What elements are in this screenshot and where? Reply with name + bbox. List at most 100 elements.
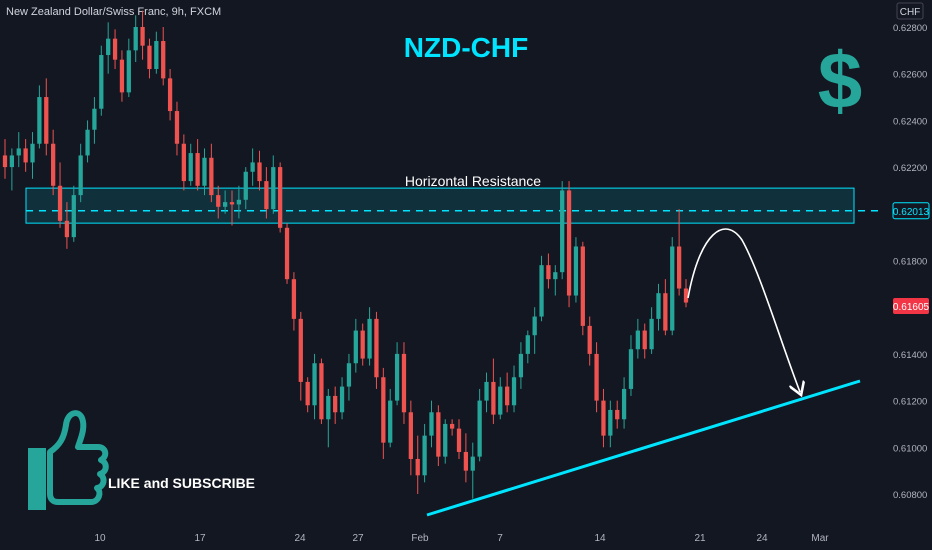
candle-body: [147, 45, 152, 70]
candle-body: [30, 143, 35, 163]
time-tick-label: 24: [294, 533, 306, 544]
candle-body: [594, 353, 599, 401]
currency-box: [896, 2, 924, 20]
price-tick-label: 0.62800: [893, 23, 927, 34]
candle-body: [181, 143, 186, 182]
candle-body: [511, 377, 517, 406]
candle-body: [388, 400, 393, 443]
price-tick-label: 0.61800: [893, 257, 927, 268]
resistance-price-tag: 0.62013: [892, 202, 930, 220]
candle-body: [477, 400, 482, 457]
candle-body: [374, 318, 379, 378]
candle-body: [222, 202, 228, 207]
candle-body: [312, 363, 317, 406]
candle-body: [642, 330, 647, 350]
candle-body: [587, 325, 592, 354]
support-trendline: [426, 379, 861, 517]
candle-body: [23, 148, 28, 163]
candle-body: [333, 395, 338, 413]
time-tick-label: 21: [694, 533, 706, 544]
candle-body: [188, 153, 193, 182]
candle-body: [64, 220, 70, 238]
candle-body: [449, 423, 455, 429]
candle-body: [649, 318, 654, 350]
time-tick-label: 10: [94, 533, 106, 544]
candle-body: [615, 409, 620, 420]
time-tick-label: 14: [594, 533, 606, 544]
candle-body: [429, 412, 434, 436]
candle-body: [44, 97, 49, 144]
candle-body: [174, 111, 180, 144]
candle-body: [525, 335, 530, 354]
candle-body: [161, 41, 166, 79]
candle-body: [195, 153, 200, 186]
candle-body: [670, 246, 675, 331]
candle-body: [656, 293, 661, 319]
current-price-label: 0.61605: [893, 302, 930, 313]
candle-body: [236, 199, 242, 205]
candle-body: [305, 381, 310, 406]
candle-body: [92, 108, 97, 130]
candle-body: [119, 59, 125, 93]
candle-body: [106, 38, 111, 56]
candle-body: [71, 195, 76, 238]
candle-body: [394, 353, 400, 401]
candle-body: [422, 435, 427, 476]
candle-body: [505, 386, 510, 406]
time-tick-label: Mar: [811, 533, 829, 544]
thumbs-up-icon: [28, 410, 109, 510]
currency-label: CHF: [900, 7, 921, 18]
candle-body: [243, 171, 248, 200]
candle-body: [560, 190, 565, 273]
candle-body: [154, 41, 159, 70]
resistance-price-label: 0.62013: [893, 207, 930, 218]
candle-body: [298, 318, 303, 382]
candle-body: [9, 155, 15, 168]
candle-body: [608, 409, 613, 436]
candle-body: [683, 288, 689, 303]
candle-body: [498, 386, 503, 415]
resistance-label: Horizontal Resistance: [405, 173, 541, 189]
candle-body: [37, 97, 42, 144]
time-tick-label: 17: [194, 533, 206, 544]
candle-body: [456, 428, 462, 452]
price-tick-label: 0.61400: [893, 350, 927, 361]
candle-body: [553, 272, 558, 280]
candle-body: [216, 195, 221, 207]
candle-body: [140, 27, 145, 46]
time-tick-label: 27: [352, 533, 364, 544]
candle-body: [2, 155, 8, 168]
candle-body: [271, 167, 276, 210]
projection-arrow: [687, 228, 800, 392]
candle-body: [78, 155, 83, 196]
candle-body: [319, 363, 324, 420]
candle-body: [133, 27, 138, 51]
candle-body: [51, 143, 56, 186]
time-axis: 10 17 24 27 Feb 7 14 21 24 Mar: [94, 533, 829, 544]
candle-body: [257, 162, 262, 182]
candle-body: [566, 190, 572, 296]
symbol-title: New Zealand Dollar/Swiss Franc, 9h, FXCM: [6, 6, 221, 18]
candle-body: [126, 50, 131, 93]
price-axis: 0.628000.626000.624000.622000.620000.618…: [893, 23, 927, 501]
candle-body: [367, 318, 372, 359]
cta-label: LIKE and SUBSCRIBE: [108, 475, 255, 491]
candle-body: [353, 330, 358, 364]
price-tick-label: 0.62200: [893, 163, 927, 174]
candle-body: [408, 412, 413, 459]
candlestick-series: [2, 10, 689, 499]
candle-body: [621, 388, 627, 420]
time-tick-label: Feb: [411, 533, 429, 544]
candle-body: [339, 386, 345, 413]
candle-body: [57, 185, 63, 221]
price-tick-label: 0.61000: [893, 443, 927, 454]
candle-body: [415, 458, 420, 476]
candle-body: [628, 349, 634, 389]
candle-body: [676, 246, 682, 289]
candle-body: [250, 162, 255, 172]
candle-body: [167, 78, 173, 112]
chart-title: NZD-CHF: [404, 32, 528, 63]
candle-body: [99, 55, 104, 109]
price-tick-label: 0.61200: [893, 397, 927, 408]
